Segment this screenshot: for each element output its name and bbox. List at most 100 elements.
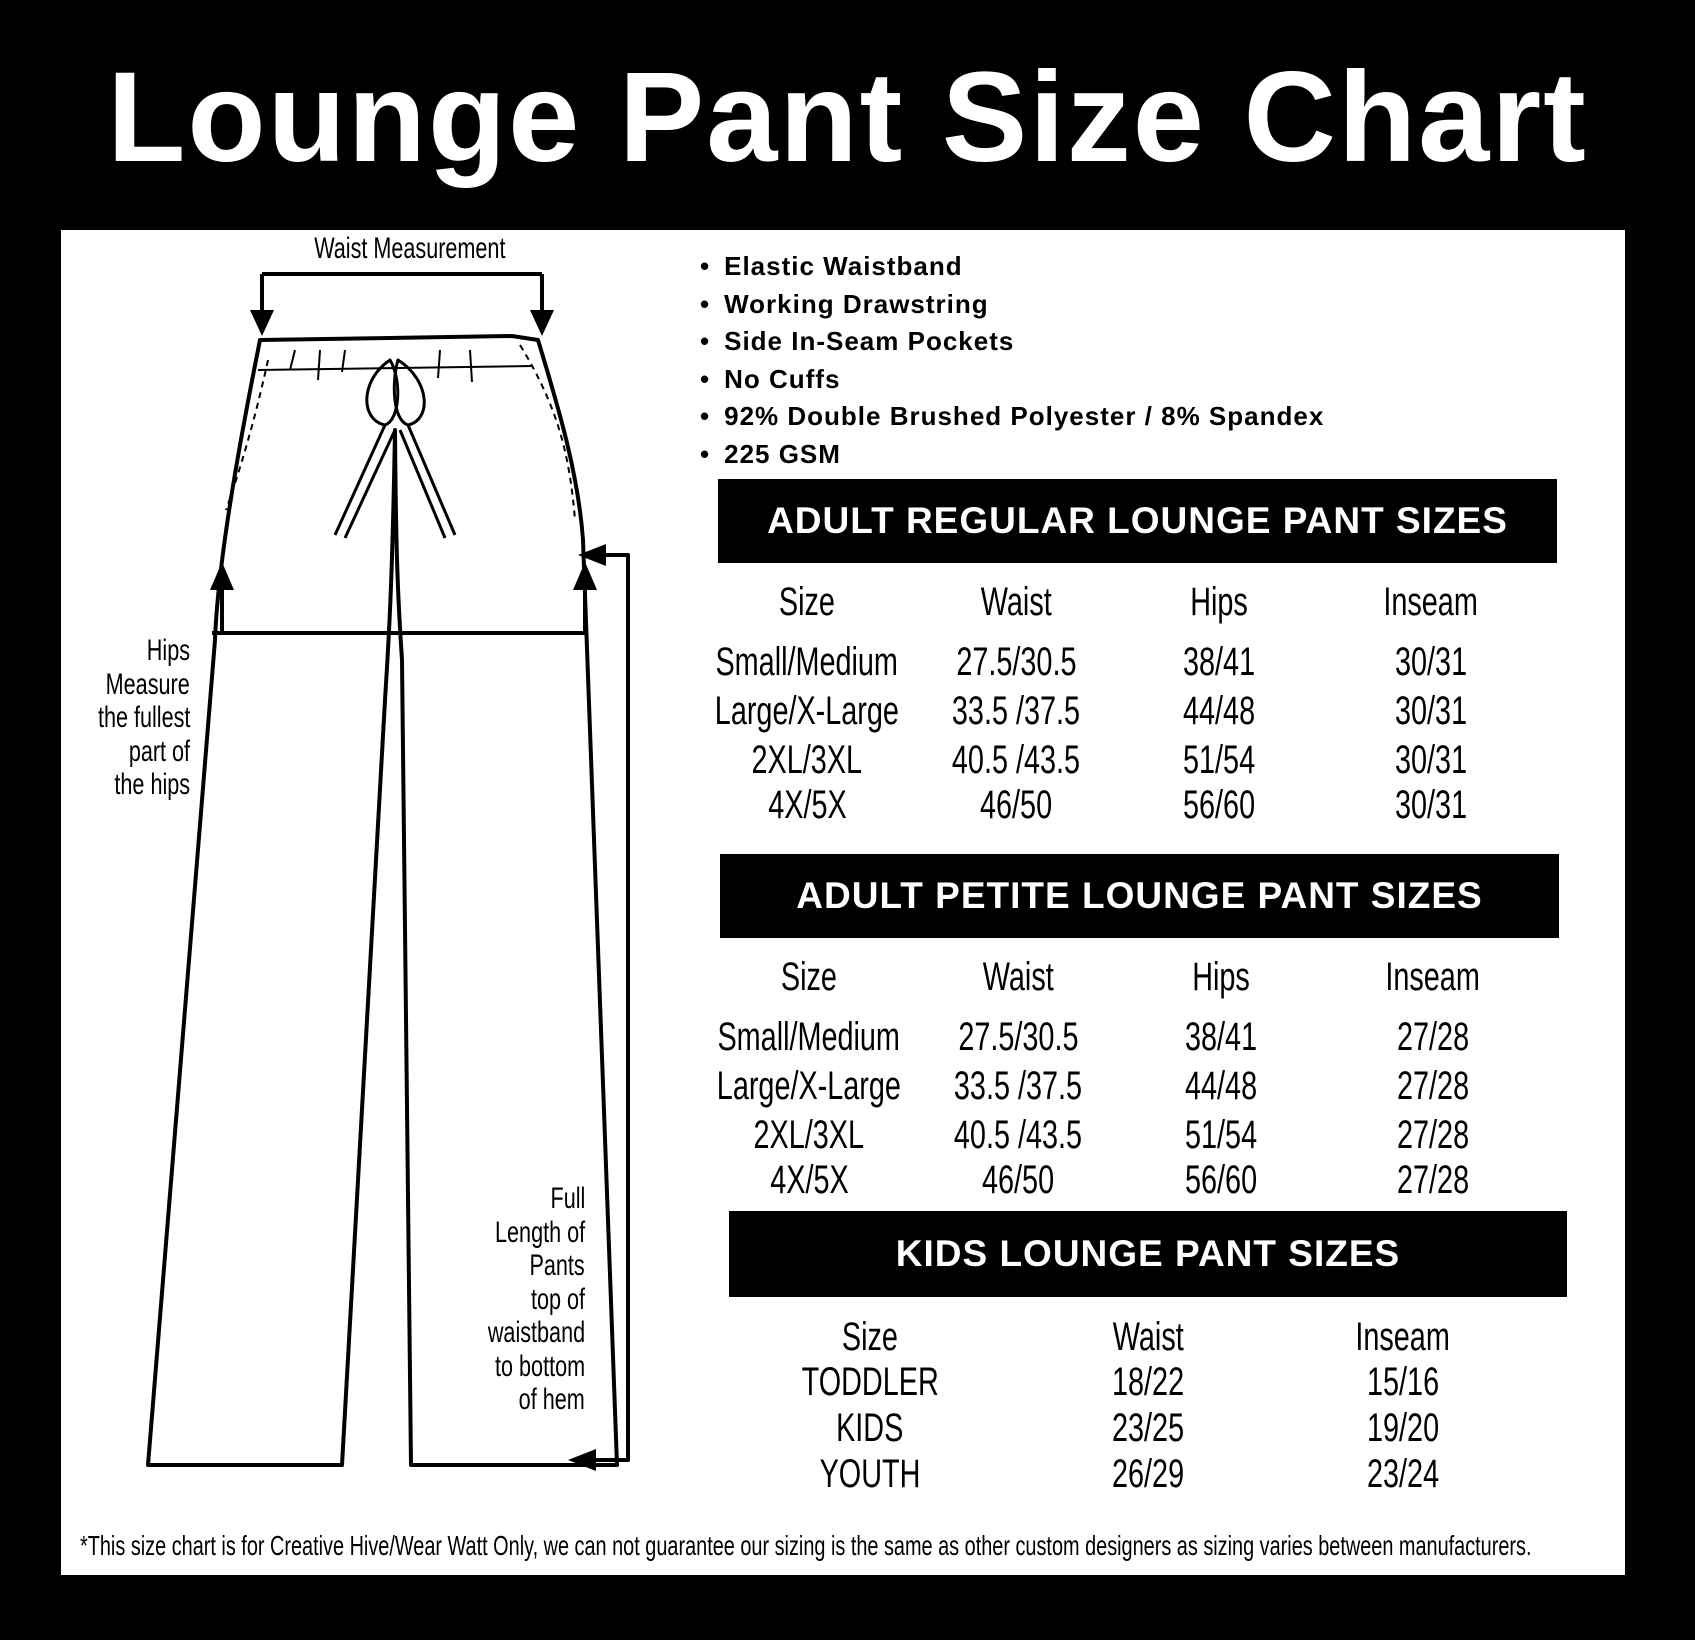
cell-text: 27/28	[1396, 1113, 1470, 1157]
petite-table-cell: 27.5/30.5	[888, 1015, 1148, 1059]
petite-column-header: Waist	[888, 955, 1148, 999]
petite-table-cell: 2XL/3XL	[679, 1113, 939, 1157]
feature-item: 225 GSM	[700, 436, 1324, 474]
cell-text: 33.5 /37.5	[953, 1064, 1083, 1108]
petite-table-cell: 56/60	[1091, 1158, 1351, 1202]
petite-table-cell: 27/28	[1303, 1158, 1563, 1202]
kids-table-cell: KIDS	[740, 1406, 1000, 1450]
kids-column-header: Inseam	[1273, 1315, 1533, 1359]
waist-measurement-label: Waist Measurement	[250, 232, 570, 266]
petite-column-header: Hips	[1091, 955, 1351, 999]
cell-text: 40.5 /43.5	[951, 738, 1081, 782]
hips-label-line: Hips	[146, 634, 190, 667]
length-label-line: to bottom	[494, 1349, 585, 1383]
feature-item: Elastic Waistband	[700, 248, 1324, 286]
regular-column-header: Waist	[886, 580, 1146, 624]
regular-table-cell: 30/31	[1301, 738, 1561, 782]
feature-list: Elastic Waistband Working Drawstring Sid…	[700, 248, 1324, 473]
cell-text: Small/Medium	[717, 1015, 901, 1059]
petite-column-header: Inseam	[1303, 955, 1563, 999]
regular-table-cell: 56/60	[1089, 783, 1349, 827]
column-header-text: Inseam	[1385, 955, 1481, 999]
petite-table-cell: Small/Medium	[679, 1015, 939, 1059]
petite-table-cell: 33.5 /37.5	[888, 1064, 1148, 1108]
cell-text: 27/28	[1396, 1015, 1470, 1059]
cell-text: 38/41	[1184, 1015, 1258, 1059]
regular-table-cell: 38/41	[1089, 640, 1349, 684]
kids-sizes-heading: KIDS LOUNGE PANT SIZES	[729, 1211, 1567, 1297]
regular-column-header: Inseam	[1301, 580, 1561, 624]
column-header-text: Waist	[982, 955, 1054, 999]
regular-table-cell: 4X/5X	[677, 783, 937, 827]
length-label: Full Length of Pants top of waistband to…	[400, 1182, 585, 1417]
column-header-text: Inseam	[1355, 1315, 1451, 1359]
cell-text: Large/X-Large	[716, 1064, 902, 1108]
kids-table-cell: 15/16	[1273, 1360, 1533, 1404]
regular-table-cell: 51/54	[1089, 738, 1349, 782]
cell-text: 30/31	[1394, 783, 1468, 827]
hips-label-line: the fullest	[97, 701, 190, 734]
column-header-text: Size	[780, 955, 838, 999]
kids-table-cell: YOUTH	[740, 1452, 1000, 1496]
regular-table-cell: 44/48	[1089, 689, 1349, 733]
feature-item: 92% Double Brushed Polyester / 8% Spande…	[700, 398, 1324, 436]
petite-table-cell: 46/50	[888, 1158, 1148, 1202]
regular-column-header: Hips	[1089, 580, 1349, 624]
petite-column-header: Size	[679, 955, 939, 999]
regular-table-cell: 46/50	[886, 783, 1146, 827]
hips-label-line: part of	[128, 734, 190, 768]
feature-item: Side In-Seam Pockets	[700, 323, 1324, 361]
cell-text: 44/48	[1184, 1064, 1258, 1108]
kids-table-cell: 23/25	[1018, 1406, 1278, 1450]
cell-text: 23/24	[1366, 1452, 1440, 1496]
cell-text: 2XL/3XL	[753, 1113, 865, 1157]
column-header-text: Size	[778, 580, 836, 624]
length-label-line: top of	[530, 1282, 585, 1316]
length-label-line: waistband	[487, 1316, 585, 1349]
length-measure-line	[575, 553, 630, 1462]
cell-text: 18/22	[1111, 1360, 1185, 1404]
footnote: *This size chart is for Creative Hive/We…	[80, 1530, 1532, 1561]
column-header-text: Hips	[1192, 955, 1250, 999]
petite-table-cell: 40.5 /43.5	[888, 1113, 1148, 1157]
cell-text: 46/50	[979, 783, 1053, 827]
hips-label-line: Measure	[105, 667, 190, 701]
column-header-text: Hips	[1190, 580, 1248, 624]
cell-text: 38/41	[1182, 640, 1256, 684]
cell-text: 51/54	[1184, 1113, 1258, 1157]
cell-text: 44/48	[1182, 689, 1256, 733]
regular-sizes-heading: ADULT REGULAR LOUNGE PANT SIZES	[718, 479, 1557, 563]
regular-table-cell: 30/31	[1301, 689, 1561, 733]
length-label-line: Length of	[494, 1215, 585, 1249]
cell-text: Large/X-Large	[714, 689, 900, 733]
feature-item: No Cuffs	[700, 361, 1324, 399]
petite-table-cell: 27/28	[1303, 1064, 1563, 1108]
petite-table-cell: 38/41	[1091, 1015, 1351, 1059]
cell-text: 51/54	[1182, 738, 1256, 782]
petite-table-cell: 27/28	[1303, 1015, 1563, 1059]
column-header-text: Waist	[1112, 1315, 1184, 1359]
regular-table-cell: 33.5 /37.5	[886, 689, 1146, 733]
cell-text: TODDLER	[801, 1360, 939, 1404]
cell-text: 40.5 /43.5	[953, 1113, 1083, 1157]
cell-text: 27.5/30.5	[957, 1015, 1079, 1059]
length-label-line: Pants	[529, 1249, 585, 1282]
regular-column-header: Size	[677, 580, 937, 624]
petite-table-cell: 4X/5X	[679, 1158, 939, 1202]
hips-label: Hips Measure the fullest part of the hip…	[40, 634, 190, 802]
petite-table-cell: 44/48	[1091, 1064, 1351, 1108]
column-header-text: Waist	[980, 580, 1052, 624]
kids-table-cell: 26/29	[1018, 1452, 1278, 1496]
cell-text: 4X/5X	[767, 783, 847, 827]
cell-text: 27/28	[1396, 1064, 1470, 1108]
page-title: Lounge Pant Size Chart	[107, 46, 1588, 189]
petite-table-cell: 27/28	[1303, 1113, 1563, 1157]
kids-table-cell: 23/24	[1273, 1452, 1533, 1496]
regular-table-cell: 30/31	[1301, 783, 1561, 827]
kids-table-cell: TODDLER	[740, 1360, 1000, 1404]
kids-table-cell: 19/20	[1273, 1406, 1533, 1450]
cell-text: 27/28	[1396, 1158, 1470, 1202]
feature-item: Working Drawstring	[700, 286, 1324, 324]
cell-text: 26/29	[1111, 1452, 1185, 1496]
